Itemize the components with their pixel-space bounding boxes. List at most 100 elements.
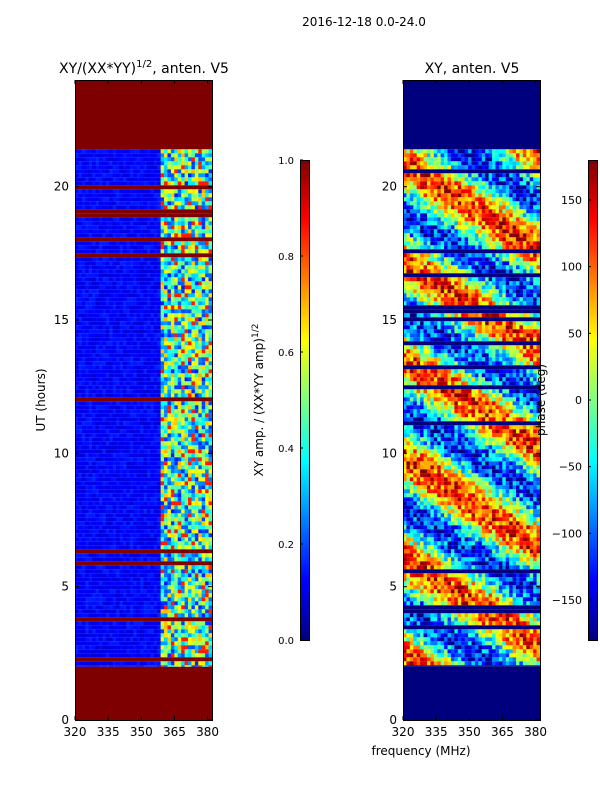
heatmap-cell [174, 513, 179, 518]
heatmap-cell [119, 305, 124, 310]
heatmap-cell [181, 477, 186, 482]
heatmap-cell [174, 445, 179, 450]
heatmap-cell [140, 181, 144, 186]
heatmap-cell [81, 389, 86, 394]
heatmap-cell [105, 593, 110, 598]
heatmap-cell [170, 413, 175, 418]
heatmap-cell [112, 225, 117, 230]
heatmap-cell [146, 221, 151, 226]
heatmap-cell [81, 317, 86, 322]
heatmap-cell [88, 249, 93, 254]
heatmap-cell [126, 221, 131, 226]
heatmap-cell [150, 437, 155, 442]
heatmap-cell [481, 153, 486, 158]
heatmap-cell [109, 577, 114, 582]
heatmap-cell [98, 505, 103, 510]
heatmap-cell [177, 589, 182, 594]
heatmap-cell [167, 569, 172, 574]
heatmap-cell [153, 173, 158, 178]
heatmap-cell [98, 585, 103, 590]
heatmap-cell [136, 401, 141, 406]
heatmap-cell [177, 285, 182, 290]
heatmap-cell [174, 317, 179, 322]
heatmap-cell [519, 157, 524, 162]
heatmap-cell [136, 161, 141, 166]
heatmap-cell [136, 573, 141, 578]
heatmap-cell [164, 349, 168, 354]
heatmap-cell [81, 569, 86, 574]
heatmap-cell [167, 493, 172, 498]
heatmap-cell [164, 457, 168, 462]
heatmap-cell [157, 281, 162, 286]
heatmap-cell [164, 433, 168, 438]
heatmap-cell [78, 269, 83, 274]
heatmap-cell [150, 521, 155, 526]
heatmap-cell [98, 389, 103, 394]
heatmap-cell [126, 441, 131, 446]
heatmap-cell [126, 477, 131, 482]
heatmap-cell [153, 221, 158, 226]
heatmap-cell [88, 501, 93, 506]
heatmap-cell [153, 273, 158, 278]
heatmap-cell [191, 457, 196, 462]
heatmap-cell [95, 577, 100, 582]
heatmap-cell [205, 625, 210, 630]
flagged-row [75, 213, 212, 218]
heatmap-cell [78, 629, 83, 634]
heatmap-cell [78, 377, 83, 382]
heatmap-cell [136, 273, 141, 278]
heatmap-cell [188, 321, 192, 326]
heatmap-cell [109, 381, 114, 386]
heatmap-cell [177, 229, 182, 234]
heatmap-cell [146, 217, 151, 222]
heatmap-cell [167, 457, 172, 462]
heatmap-cell [184, 545, 189, 550]
heatmap-cell [119, 601, 124, 606]
heatmap-cell [143, 461, 148, 466]
heatmap-cell [188, 481, 192, 486]
heatmap-cell [198, 421, 203, 426]
heatmap-cell [184, 461, 189, 466]
heatmap-cell [198, 305, 203, 310]
heatmap-cell [119, 149, 124, 154]
heatmap-cell [105, 337, 110, 342]
heatmap-cell [105, 301, 110, 306]
heatmap-cell [174, 245, 179, 250]
heatmap-cell [191, 225, 196, 230]
heatmap-cell [150, 609, 155, 614]
heatmap-cell [122, 557, 127, 562]
heatmap-cell [109, 409, 114, 414]
heatmap-cell [136, 193, 141, 198]
heatmap-cell [116, 357, 121, 362]
heatmap-cell [136, 445, 141, 450]
heatmap-cell [167, 197, 172, 202]
heatmap-cell [112, 493, 117, 498]
heatmap-cell [157, 457, 162, 462]
heatmap-cell [205, 425, 210, 430]
heatmap-cell [167, 309, 172, 314]
heatmap-cell [164, 381, 168, 386]
heatmap-cell [157, 265, 162, 270]
heatmap-cell [105, 461, 110, 466]
heatmap-cell [208, 629, 213, 634]
heatmap-cell [191, 389, 196, 394]
heatmap-cell [119, 321, 124, 326]
flagged-row [75, 617, 212, 622]
heatmap-cell [413, 153, 418, 158]
heatmap-cell [174, 565, 179, 570]
heatmap-cell [198, 569, 203, 574]
heatmap-cell [102, 197, 107, 202]
heatmap-cell [174, 369, 179, 374]
heatmap-cell [160, 621, 165, 626]
heatmap-cell [146, 245, 151, 250]
heatmap-cell [177, 305, 182, 310]
heatmap-cell [201, 285, 206, 290]
heatmap-cell [129, 581, 134, 586]
heatmap-cell [78, 597, 83, 602]
heatmap-cell [194, 597, 199, 602]
heatmap-cell [78, 565, 83, 570]
heatmap-cell [133, 249, 138, 254]
heatmap-cell [81, 361, 86, 366]
heatmap-cell [129, 501, 134, 506]
heatmap-cell [177, 273, 182, 278]
